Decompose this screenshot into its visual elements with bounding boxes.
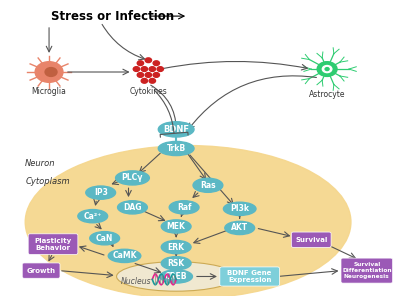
Text: TrkB: TrkB [166,144,186,153]
Text: CaMK: CaMK [112,251,137,260]
Circle shape [149,67,156,71]
Text: BDNF: BDNF [163,125,189,134]
FancyBboxPatch shape [220,267,280,286]
Text: PI3k: PI3k [230,204,249,213]
FancyBboxPatch shape [341,258,393,283]
Ellipse shape [158,141,194,156]
Ellipse shape [116,262,236,291]
Ellipse shape [118,201,147,214]
Text: Microglia: Microglia [32,87,66,96]
Ellipse shape [78,210,108,223]
Text: Neuron: Neuron [25,159,56,168]
Text: BDNF Gene
Expression: BDNF Gene Expression [228,270,272,283]
Circle shape [141,67,148,71]
Ellipse shape [108,249,141,263]
Circle shape [153,61,160,66]
FancyBboxPatch shape [291,232,331,247]
Ellipse shape [169,201,199,214]
Text: Survival: Survival [295,237,327,243]
Circle shape [35,62,63,82]
Circle shape [149,78,156,83]
Text: PLCγ: PLCγ [122,173,143,182]
Text: Ras: Ras [200,181,216,190]
Text: Cytoplasm: Cytoplasm [25,177,70,186]
Text: DAG: DAG [123,203,142,212]
FancyBboxPatch shape [22,263,60,278]
Circle shape [141,78,148,83]
FancyBboxPatch shape [28,234,78,255]
Circle shape [153,72,160,77]
Circle shape [133,67,140,71]
Ellipse shape [224,202,256,215]
Text: Plasticity
Behavior: Plasticity Behavior [34,238,72,251]
Text: AKT: AKT [231,223,248,233]
Ellipse shape [193,178,223,192]
Circle shape [137,72,144,77]
Ellipse shape [161,241,191,254]
Ellipse shape [158,122,194,137]
Circle shape [137,61,144,66]
Ellipse shape [25,146,351,297]
Text: Cytokines: Cytokines [130,87,167,96]
Ellipse shape [161,220,191,233]
Ellipse shape [225,221,255,235]
Ellipse shape [90,232,120,245]
Text: CREB: CREB [165,272,188,281]
Ellipse shape [86,186,116,199]
Circle shape [45,68,57,76]
Text: IP3: IP3 [94,188,108,197]
Circle shape [157,67,164,71]
Text: Ca²⁺: Ca²⁺ [84,212,102,221]
Circle shape [322,66,332,72]
Circle shape [325,68,329,70]
Text: MEK: MEK [167,222,186,231]
Circle shape [145,72,152,77]
Circle shape [145,58,152,63]
Text: ERK: ERK [168,243,185,252]
Text: Nucleus: Nucleus [120,277,151,286]
Text: Astrocyte: Astrocyte [309,90,345,99]
Text: Survival
Differentiation
Neurogenesis: Survival Differentiation Neurogenesis [342,262,392,279]
Text: Growth: Growth [27,268,56,274]
Ellipse shape [161,257,191,270]
Ellipse shape [160,270,192,283]
Text: CaN: CaN [96,234,113,243]
Text: Stress or Infection: Stress or Infection [51,10,174,23]
Text: Raf: Raf [177,203,191,212]
Ellipse shape [116,171,149,185]
Text: RSK: RSK [168,259,185,268]
Circle shape [317,62,337,76]
